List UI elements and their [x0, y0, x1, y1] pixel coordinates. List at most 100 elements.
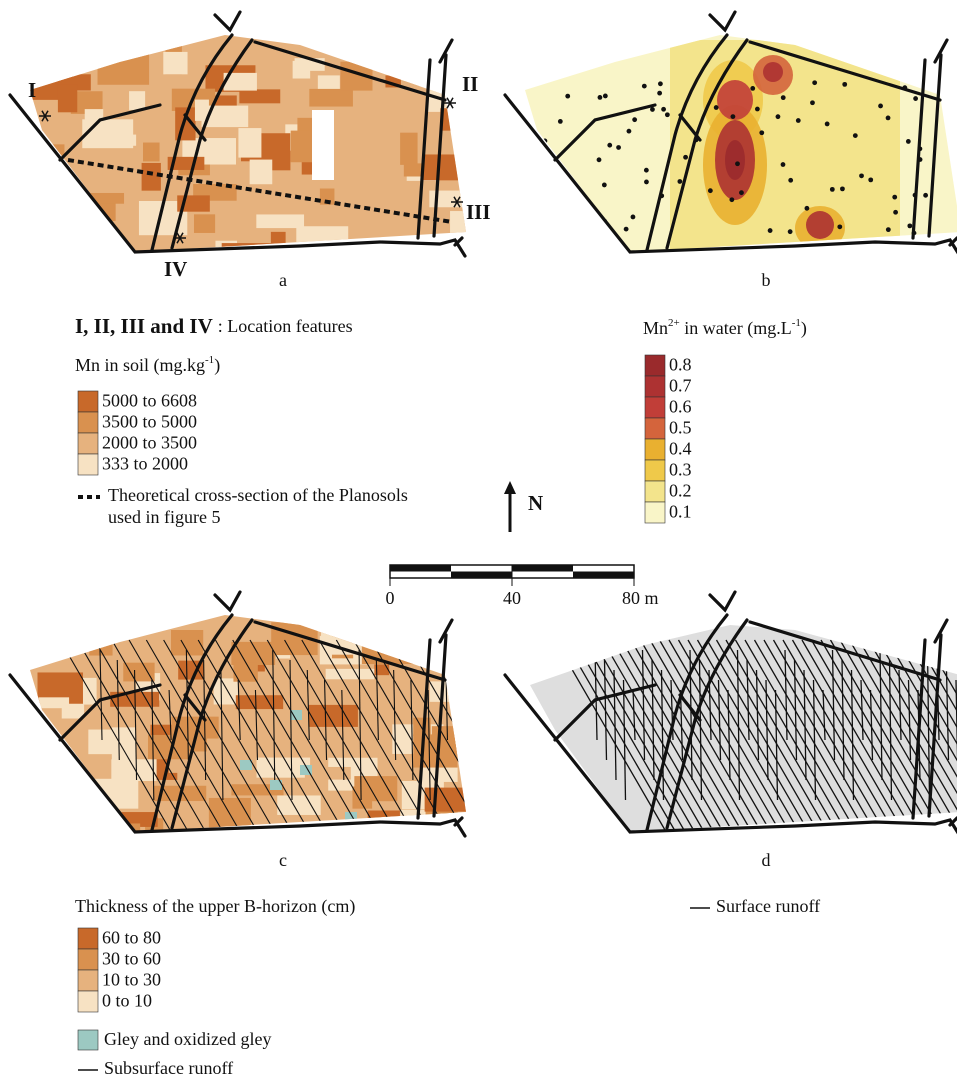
legend-label: Surface runoff [716, 896, 820, 916]
sample-point [602, 183, 607, 188]
legend-a: 5000 to 66083500 to 50002000 to 3500333 … [78, 391, 197, 475]
sample-point [840, 186, 845, 191]
sample-point [729, 197, 734, 202]
scale-label: 0 [386, 588, 395, 608]
legend-title-main: Mn [643, 318, 668, 338]
soil-cell [163, 52, 187, 74]
legend-label: 0.8 [669, 355, 692, 375]
water-fill [495, 0, 957, 260]
sample-point [731, 114, 736, 119]
panel-label: b [762, 270, 771, 290]
sample-point [906, 139, 911, 144]
sample-point [565, 94, 570, 99]
soil-cell [362, 643, 414, 664]
sample-point [893, 210, 898, 215]
sample-point [739, 190, 744, 195]
legend-b: 0.80.70.60.50.40.30.20.1 [645, 355, 692, 523]
panel-label: d [762, 850, 771, 870]
sample-point [665, 112, 670, 117]
scale-block [512, 565, 573, 572]
map-a [0, 0, 489, 271]
sample-point [642, 84, 647, 89]
scale-label: 80 m [622, 588, 659, 608]
sample-point [768, 228, 773, 233]
soil-cell [111, 759, 156, 781]
legend-swatch [78, 1030, 98, 1050]
legend-swatch [645, 439, 665, 460]
soil-cell [394, 629, 426, 649]
sample-point [650, 107, 655, 112]
soil-cell [112, 727, 136, 761]
legend-swatch [645, 397, 665, 418]
sample-point [644, 180, 649, 185]
soil-cell [250, 160, 273, 185]
legend-label: Subsurface runoff [104, 1058, 233, 1078]
soil-cell [76, 193, 124, 204]
soil-cell [95, 247, 127, 263]
soil-cell [89, 633, 112, 656]
soil-cell [123, 663, 154, 682]
legend-c: 60 to 8030 to 6010 to 300 to 10Gley and … [78, 928, 271, 1050]
legend-label: 0.6 [669, 397, 692, 417]
sample-point [788, 229, 793, 234]
location-label: I [28, 78, 36, 102]
sample-point [892, 195, 897, 200]
legend-title-main: Mn in soil (mg.kg [75, 355, 205, 376]
sample-point [603, 94, 608, 99]
sample-point [781, 162, 786, 167]
sample-point [750, 86, 755, 91]
sample-point [714, 105, 719, 110]
water-blob [763, 62, 783, 82]
soil-cell [309, 89, 353, 107]
sample-point [616, 145, 621, 150]
legend-title-end: ) [214, 355, 220, 376]
soil-cell [95, 779, 138, 809]
scale-block [451, 572, 512, 579]
boundary-line [215, 12, 240, 30]
sample-point [913, 96, 918, 101]
legend-swatch [78, 433, 98, 454]
sample-point [837, 224, 842, 229]
sample-point [661, 107, 666, 112]
sample-point [842, 82, 847, 87]
legend-label: 30 to 60 [102, 949, 161, 969]
gley-cell [240, 760, 252, 770]
sample-point [644, 168, 649, 173]
sample-point [830, 187, 835, 192]
map-d [505, 592, 957, 836]
scale-block [573, 572, 634, 579]
legend-label: 0.4 [669, 439, 692, 459]
north-arrow-head [504, 481, 516, 494]
sample-point [597, 157, 602, 162]
legend-label: Theoretical cross-section of the Planoso… [108, 485, 408, 505]
sample-point [708, 188, 713, 193]
soil-cell [29, 241, 64, 252]
legend-swatch [78, 991, 98, 1012]
soil-cell [238, 128, 261, 158]
water-blob [806, 211, 834, 239]
soil-cell [53, 244, 89, 270]
sample-point [853, 133, 858, 138]
soil-cell [143, 143, 160, 162]
soil-cell [33, 166, 65, 185]
legend-swatch [78, 412, 98, 433]
sample-point [657, 91, 662, 96]
legend-title-sup: 2+ [668, 317, 680, 329]
legend-label: used in figure 5 [108, 507, 220, 527]
sample-point [598, 95, 603, 100]
sample-point [907, 223, 912, 228]
sample-point [810, 100, 815, 105]
legend-label: 5000 to 6608 [102, 391, 197, 411]
legend-label: 0.3 [669, 460, 692, 480]
sample-point [759, 130, 764, 135]
soil-cell [236, 695, 283, 709]
soil-cell [142, 163, 161, 191]
legend-swatch [78, 949, 98, 970]
soil-cell [194, 214, 215, 233]
soil-cell [39, 697, 69, 708]
sample-point [677, 179, 682, 184]
legend-swatch [645, 502, 665, 523]
soil-cell [440, 108, 472, 130]
legend-label: 0 to 10 [102, 991, 152, 1011]
legend-title-sup: -1 [792, 317, 801, 329]
